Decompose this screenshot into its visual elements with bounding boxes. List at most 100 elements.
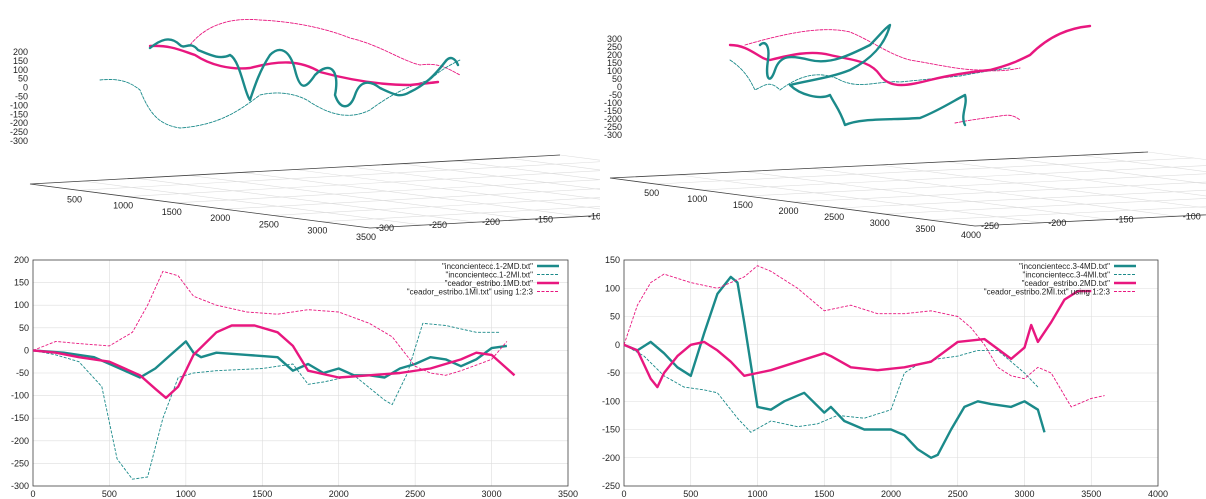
legend-label-1: "inconcientecc.1-2MI.txt"	[446, 271, 534, 280]
y-tick-label: -100	[588, 211, 600, 221]
z-tick-label: 250	[607, 42, 622, 52]
series-line-2	[32, 324, 516, 400]
x-tick-label: 1500	[252, 489, 272, 499]
legend-label-3: "ceador_estribo.2MI.txt" using 1:2:3	[984, 288, 1111, 297]
x-tick-label: 2000	[881, 489, 901, 499]
y-tick-label: -150	[11, 413, 29, 423]
z-tick-label: -250	[604, 122, 622, 132]
floor-gridline	[838, 189, 1206, 209]
trajectory-line-0	[189, 18, 461, 76]
floor-gridline	[929, 206, 1206, 221]
floor-gridline	[1013, 158, 1206, 185]
y-tick-label: -250	[429, 220, 447, 230]
z-tick-label: -300	[10, 136, 28, 146]
floor-gridline	[946, 161, 1206, 197]
trajectory-line-0	[744, 29, 1021, 72]
z-tick-label: -50	[15, 92, 28, 102]
legend-label-1: "inconcientecc.3-4MI.txt"	[1023, 271, 1111, 280]
z-tick-label: -150	[604, 106, 622, 116]
z-tick-label: -150	[10, 109, 28, 119]
floor-gridline	[677, 174, 1043, 224]
floor-gridline	[294, 169, 600, 210]
x-tick-label: 3500	[915, 224, 935, 234]
z-tick-label: 50	[612, 74, 622, 84]
y-tick-label: 150	[14, 278, 29, 288]
x-tick-label: 3000	[870, 218, 890, 228]
series-line-1	[623, 344, 1039, 433]
floor-axis	[609, 151, 1206, 227]
x-tick-label: 500	[102, 489, 117, 499]
floor-gridline	[811, 167, 1177, 217]
x-tick-label: 4000	[961, 230, 981, 240]
trajectory-line-1	[99, 59, 461, 129]
z-tick-label: -250	[10, 127, 28, 137]
x-tick-label: 1500	[733, 200, 753, 210]
floor-gridline	[135, 177, 477, 223]
floor-grid-right: 5001000150020002500300035004000150100500…	[609, 151, 1206, 240]
y-tick-label: -300	[11, 481, 29, 491]
z-tick-label: 200	[13, 47, 28, 57]
x-tick-label: 3000	[482, 489, 502, 499]
trajectory-line-1	[729, 59, 1011, 91]
y-tick-label: -150	[602, 425, 620, 435]
y-tick-label: -200	[1048, 218, 1066, 228]
x-tick-label: 1000	[176, 489, 196, 499]
y-tick-label: -200	[602, 453, 620, 463]
x-tick-label: 1500	[162, 207, 182, 217]
x-tick-label: 2000	[778, 206, 798, 216]
x-tick-label: 3000	[1014, 489, 1034, 499]
y-tick-label: -300	[376, 223, 394, 233]
series-line-0	[623, 275, 1046, 460]
legend-label-0: "inconcientecc.1-2MD.txt"	[442, 262, 533, 271]
y-tick-label: -100	[11, 391, 29, 401]
chart-3d-right: 5001000150020002500300035004000150100500…	[604, 23, 1206, 240]
floor-gridline	[746, 173, 1206, 197]
x-tick-label: 0	[621, 489, 626, 499]
series-line-2	[623, 289, 1092, 389]
floor-gridline	[878, 164, 1206, 209]
floor-gridline	[347, 166, 600, 200]
x-tick-label: 2500	[405, 489, 425, 499]
floor-axis	[29, 154, 600, 229]
legend-label-0: "inconcientecc.3-4MD.txt"	[1019, 262, 1110, 271]
y-tick-label: -200	[11, 436, 29, 446]
x-tick-label: 2500	[824, 212, 844, 222]
y-tick-label: -250	[11, 458, 29, 468]
legend-label-2: "ceador_estribo.1MD.txt"	[445, 279, 534, 288]
y-tick-label: 200	[14, 255, 29, 265]
y-tick-label: -200	[482, 217, 500, 227]
chart-2d-right: 0 500 1000 1500 2000 2500 3000 3500 400015010050…	[602, 255, 1168, 499]
trajectory-line-3	[148, 38, 460, 108]
x-tick-label: 2500	[948, 489, 968, 499]
floor-gridline	[1080, 154, 1206, 173]
y-tick-label: -150	[535, 214, 553, 224]
x-tick-label: 500	[683, 489, 698, 499]
trajectory-line-2	[148, 44, 440, 87]
y-tick-label: 0	[24, 345, 29, 355]
floor-gridline	[400, 163, 600, 190]
floor-gridline	[506, 157, 600, 171]
floor-gridline	[744, 171, 1110, 220]
z-tick-label: 150	[607, 58, 622, 68]
y-tick-label: 50	[610, 312, 620, 322]
trajectory-line-2	[954, 114, 1021, 124]
y-tick-label: 100	[605, 283, 620, 293]
floor-gridline	[272, 197, 600, 216]
z-tick-label: -200	[10, 118, 28, 128]
z-tick-label: 100	[13, 65, 28, 75]
x-tick-label: 1000	[687, 194, 707, 204]
z-tick-label: -100	[10, 100, 28, 110]
z-tick-label: 300	[607, 34, 622, 44]
y-tick-label: 0	[615, 340, 620, 350]
plot-border	[32, 259, 569, 487]
x-tick-label: 2500	[259, 219, 279, 229]
chart-3d-left: 500100015002000250030003500200150100500-…	[10, 18, 600, 240]
x-tick-label: 500	[644, 188, 659, 198]
z-axis-right: 300250200150100500-50-100-150-200-250-30…	[604, 34, 622, 140]
x-tick-label: 3500	[356, 232, 376, 240]
x-tick-label: 1000	[113, 201, 133, 211]
y-tick-label: 50	[19, 323, 29, 333]
series-line-3	[32, 270, 508, 376]
floor-gridline	[241, 172, 583, 217]
